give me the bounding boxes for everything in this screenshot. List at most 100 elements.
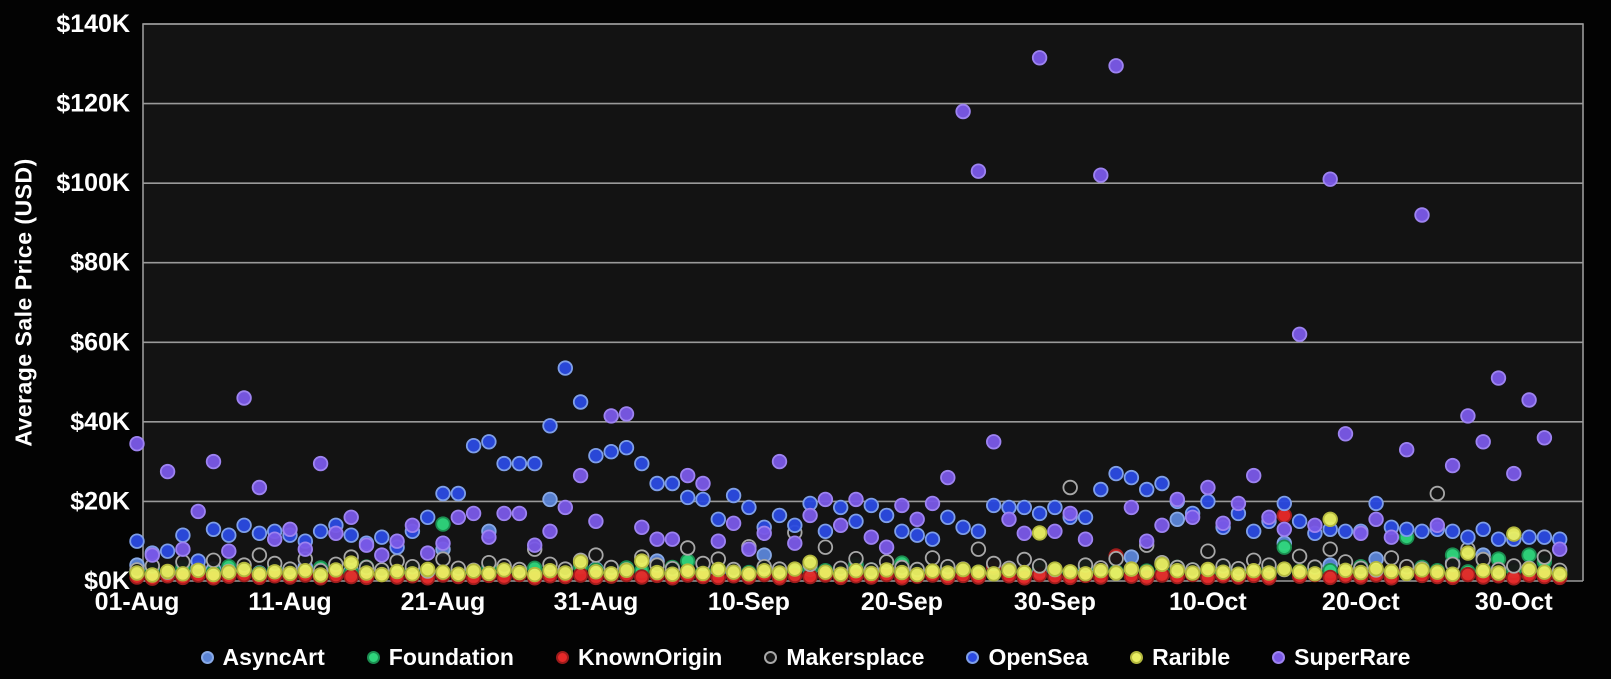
data-point-superrare (251, 479, 268, 496)
data-point-makersplace (970, 541, 987, 557)
data-point-superrare (940, 469, 956, 486)
data-point-opensea (1414, 523, 1430, 540)
data-point-makersplace (1536, 549, 1553, 565)
data-point-opensea (970, 523, 987, 540)
data-point-rarible (1031, 525, 1048, 541)
data-point-superrare (649, 531, 665, 547)
data-point-opensea (603, 444, 619, 460)
data-point-opensea (557, 360, 574, 376)
data-point-rarible (1016, 564, 1033, 581)
data-point-rarible (511, 564, 528, 581)
data-point-knownorigin (1322, 569, 1338, 586)
data-point-opensea (1536, 529, 1553, 545)
data-point-opensea (1368, 495, 1384, 512)
x-tick-label: 31-Aug (554, 588, 639, 616)
data-point-foundation (1276, 539, 1293, 555)
data-point-rarible (1368, 561, 1384, 577)
data-point-rarible (465, 563, 482, 579)
data-point-superrare (725, 515, 742, 532)
legend-dot-knownorigin (555, 651, 569, 664)
data-point-opensea (1123, 469, 1140, 486)
data-point-superrare (756, 525, 772, 542)
data-point-superrare (496, 505, 512, 522)
data-point-opensea (527, 455, 543, 472)
data-point-rarible (420, 561, 436, 578)
data-point-rarible (282, 565, 298, 582)
data-point-superrare (1276, 521, 1293, 538)
legend-item-makersplace[interactable]: Makersplace (764, 644, 924, 671)
data-point-makersplace (251, 547, 268, 563)
data-point-rarible (741, 566, 757, 582)
data-point-superrare (389, 533, 405, 549)
data-point-rarible (481, 565, 497, 582)
data-point-rarible (1230, 566, 1247, 582)
data-point-opensea (1398, 521, 1415, 538)
legend-item-superrare[interactable]: SuperRare (1272, 644, 1410, 671)
data-point-superrare (221, 543, 237, 559)
x-tick-label: 01-Aug (95, 588, 180, 616)
data-point-rarible (1353, 564, 1369, 581)
legend-item-rarible[interactable]: Rarible (1130, 644, 1230, 671)
data-point-rarible (389, 563, 405, 580)
legend-item-foundation[interactable]: Foundation (366, 644, 514, 671)
data-point-rarible (358, 565, 375, 581)
data-point-superrare (986, 434, 1002, 450)
data-point-opensea (986, 497, 1002, 514)
legend-item-knownorigin[interactable]: KnownOrigin (555, 644, 722, 671)
data-point-opensea (159, 543, 176, 559)
data-point-opensea (1108, 465, 1124, 482)
data-point-opensea (1245, 523, 1262, 540)
data-point-superrare (955, 103, 971, 120)
data-point-rarible (1322, 511, 1338, 528)
data-point-opensea (848, 513, 864, 530)
data-point-opensea (420, 509, 436, 526)
data-point-superrare (1368, 511, 1384, 528)
data-point-opensea (618, 440, 635, 456)
data-point-rarible (1108, 565, 1124, 581)
data-point-superrare (909, 511, 925, 528)
data-point-superrare (343, 509, 359, 526)
data-point-rarible (328, 562, 344, 578)
data-point-rarible (817, 564, 834, 580)
data-point-opensea (863, 497, 880, 514)
plot-area (143, 24, 1583, 581)
data-point-rarible (1093, 563, 1109, 579)
data-point-rarible (986, 566, 1002, 582)
data-point-superrare (1230, 495, 1247, 512)
data-point-rarible (695, 565, 711, 582)
data-point-rarible (878, 562, 895, 578)
legend-item-asyncart[interactable]: AsyncArt (200, 644, 325, 671)
data-point-rarible (863, 565, 880, 582)
data-point-opensea (1047, 499, 1063, 516)
data-point-rarible (756, 563, 772, 579)
data-point-rarible (940, 565, 956, 581)
data-point-superrare (1215, 515, 1231, 532)
data-point-opensea (343, 527, 359, 543)
data-point-knownorigin (1460, 566, 1476, 583)
data-point-superrare (1353, 525, 1369, 542)
data-point-opensea (1521, 529, 1537, 545)
data-point-opensea (940, 509, 956, 526)
data-point-superrare (817, 491, 834, 508)
data-point-superrare (1184, 509, 1201, 526)
data-point-rarible (205, 566, 222, 583)
data-point-asyncart (542, 491, 558, 508)
data-point-opensea (741, 499, 757, 516)
data-point-superrare (1460, 408, 1476, 424)
x-tick-label: 30-Sep (1014, 588, 1096, 616)
data-point-opensea (664, 475, 681, 492)
data-point-rarible (1414, 562, 1430, 578)
data-point-rarible (603, 566, 619, 582)
data-point-rarible (833, 566, 849, 582)
y-tick-label: $60K (70, 328, 130, 356)
data-point-makersplace (1200, 543, 1216, 559)
data-point-rarible (144, 567, 161, 583)
data-point-superrare (312, 455, 329, 472)
data-point-foundation (1521, 547, 1537, 563)
data-point-superrare (1506, 465, 1522, 482)
data-point-rarible (1001, 562, 1017, 579)
legend-item-opensea[interactable]: OpenSea (966, 644, 1088, 671)
data-point-rarible (1047, 561, 1063, 577)
data-point-opensea (894, 523, 910, 540)
